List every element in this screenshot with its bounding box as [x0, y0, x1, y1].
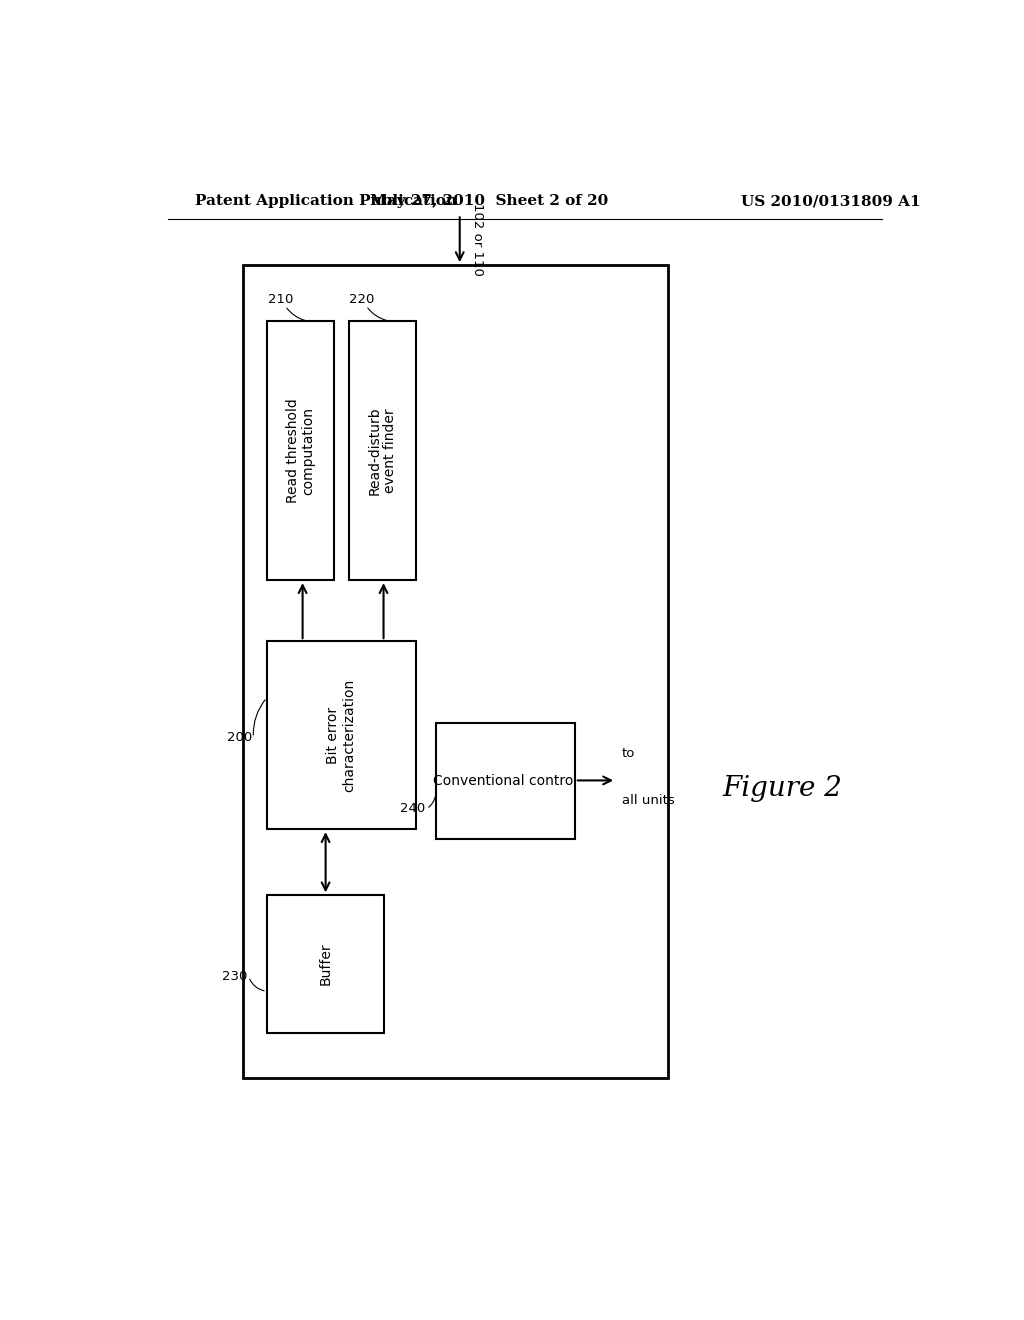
Text: Conventional control: Conventional control: [433, 774, 578, 788]
Text: 200: 200: [226, 731, 252, 744]
Text: Patent Application Publication: Patent Application Publication: [196, 194, 458, 209]
Bar: [267, 321, 334, 581]
Text: Figure 2: Figure 2: [723, 775, 843, 803]
Text: 230: 230: [221, 970, 247, 983]
Bar: [267, 642, 416, 829]
Text: 220: 220: [349, 293, 375, 306]
Bar: [243, 265, 668, 1078]
Text: 210: 210: [268, 293, 294, 306]
Text: Read-disturb
event finder: Read-disturb event finder: [368, 407, 397, 495]
Text: 240: 240: [399, 803, 425, 816]
Text: all units: all units: [622, 793, 675, 807]
Text: US 2010/0131809 A1: US 2010/0131809 A1: [740, 194, 921, 209]
Text: Bit error
characterization: Bit error characterization: [327, 678, 356, 792]
Text: Read threshold
computation: Read threshold computation: [286, 399, 315, 503]
Bar: [267, 895, 384, 1032]
Text: to: to: [622, 747, 635, 760]
Bar: [348, 321, 416, 581]
Text: May 27, 2010  Sheet 2 of 20: May 27, 2010 Sheet 2 of 20: [370, 194, 608, 209]
Text: Buffer: Buffer: [318, 942, 333, 985]
Text: 102 or 110: 102 or 110: [471, 203, 483, 276]
Bar: [436, 722, 574, 840]
